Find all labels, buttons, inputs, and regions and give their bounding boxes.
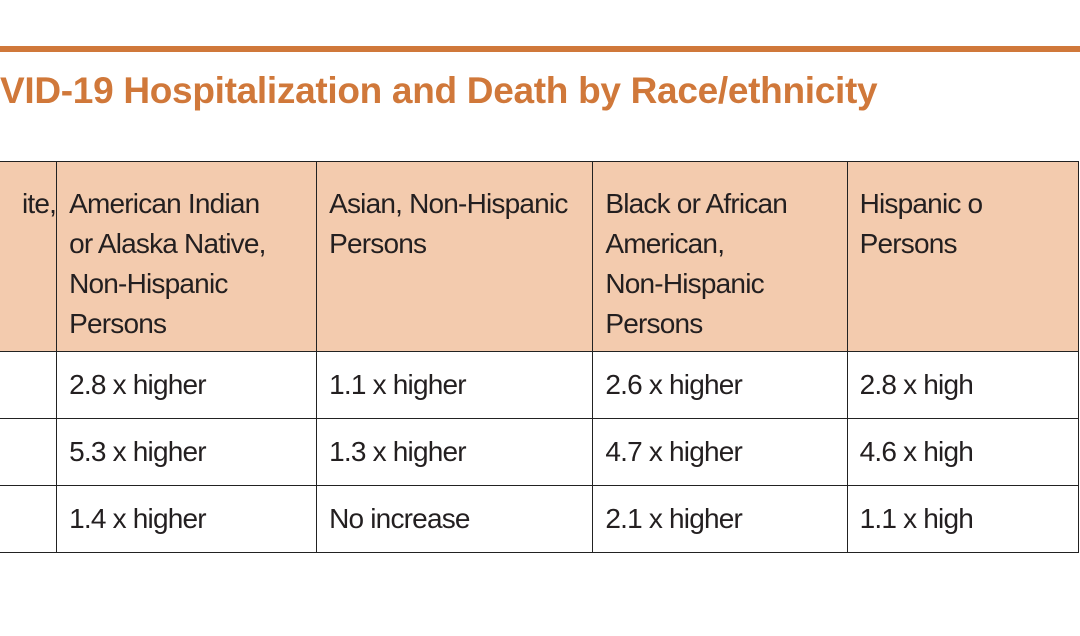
header-line: Asian, Non-Hispanic	[329, 188, 568, 219]
header-line: American Indian	[69, 188, 260, 219]
empty-cell	[0, 485, 58, 553]
header-line: ite,	[21, 188, 57, 219]
header-line: Persons	[605, 308, 703, 339]
header-line: Hispanic o	[859, 188, 984, 219]
table-cell: 4.7 x higher	[592, 418, 848, 486]
header-line: Persons	[859, 228, 958, 259]
header-line: Black or African	[605, 188, 788, 219]
table-cell: 1.4 x higher	[56, 485, 318, 553]
table-row: 2.8 x higher 1.1 x higher 2.6 x higher 2.8 …	[0, 351, 1080, 419]
header-cell: Asian, Non-Hispanic Persons	[316, 161, 594, 352]
table-cell: 1.1 x high	[846, 485, 1080, 553]
header-line: Non-Hispanic	[69, 268, 228, 299]
table-cell: 2.6 x higher	[592, 351, 848, 419]
data-table: ite, American Indian or Alaska Native, Non-…	[0, 161, 1080, 553]
header-line: Persons	[69, 308, 167, 339]
table-cell: 2.8 x high	[846, 351, 1080, 419]
header-cell: ite,	[0, 161, 58, 352]
empty-cell	[0, 351, 58, 419]
table-row: 5.3 x higher 1.3 x higher 4.7 x higher 4.6 …	[0, 418, 1080, 486]
header-line: American,	[605, 228, 725, 259]
top-rule	[0, 46, 1080, 52]
table-cell: 1.1 x higher	[316, 351, 594, 419]
table-cell: No increase	[316, 485, 594, 553]
header-cell: Black or African American, Non-Hispanic Per…	[592, 161, 848, 352]
table-cell: 2.1 x higher	[592, 485, 848, 553]
table-cell: 2.8 x higher	[56, 351, 318, 419]
empty-cell	[0, 418, 58, 486]
header-line: Non-Hispanic	[605, 268, 764, 299]
table-title: VID-19 Hospitalization and Death by Race…	[0, 70, 878, 111]
header-line: or Alaska Native,	[69, 228, 266, 259]
table-body: 2.8 x higher 1.1 x higher 2.6 x higher 2.8 …	[0, 351, 1080, 553]
table-cell: 1.3 x higher	[316, 418, 594, 486]
header-line: Persons	[329, 228, 427, 259]
header-cell: Hispanic o Persons	[846, 161, 1080, 352]
header-cell: American Indian or Alaska Native, Non-Hisp…	[56, 161, 318, 352]
header-row: ite, American Indian or Alaska Native, Non-…	[0, 161, 1080, 352]
table-cell: 5.3 x higher	[56, 418, 318, 486]
table-cell: 4.6 x high	[846, 418, 1080, 486]
table-row: 1.4 x higher No increase 2.1 x higher 1.1 x…	[0, 485, 1080, 553]
